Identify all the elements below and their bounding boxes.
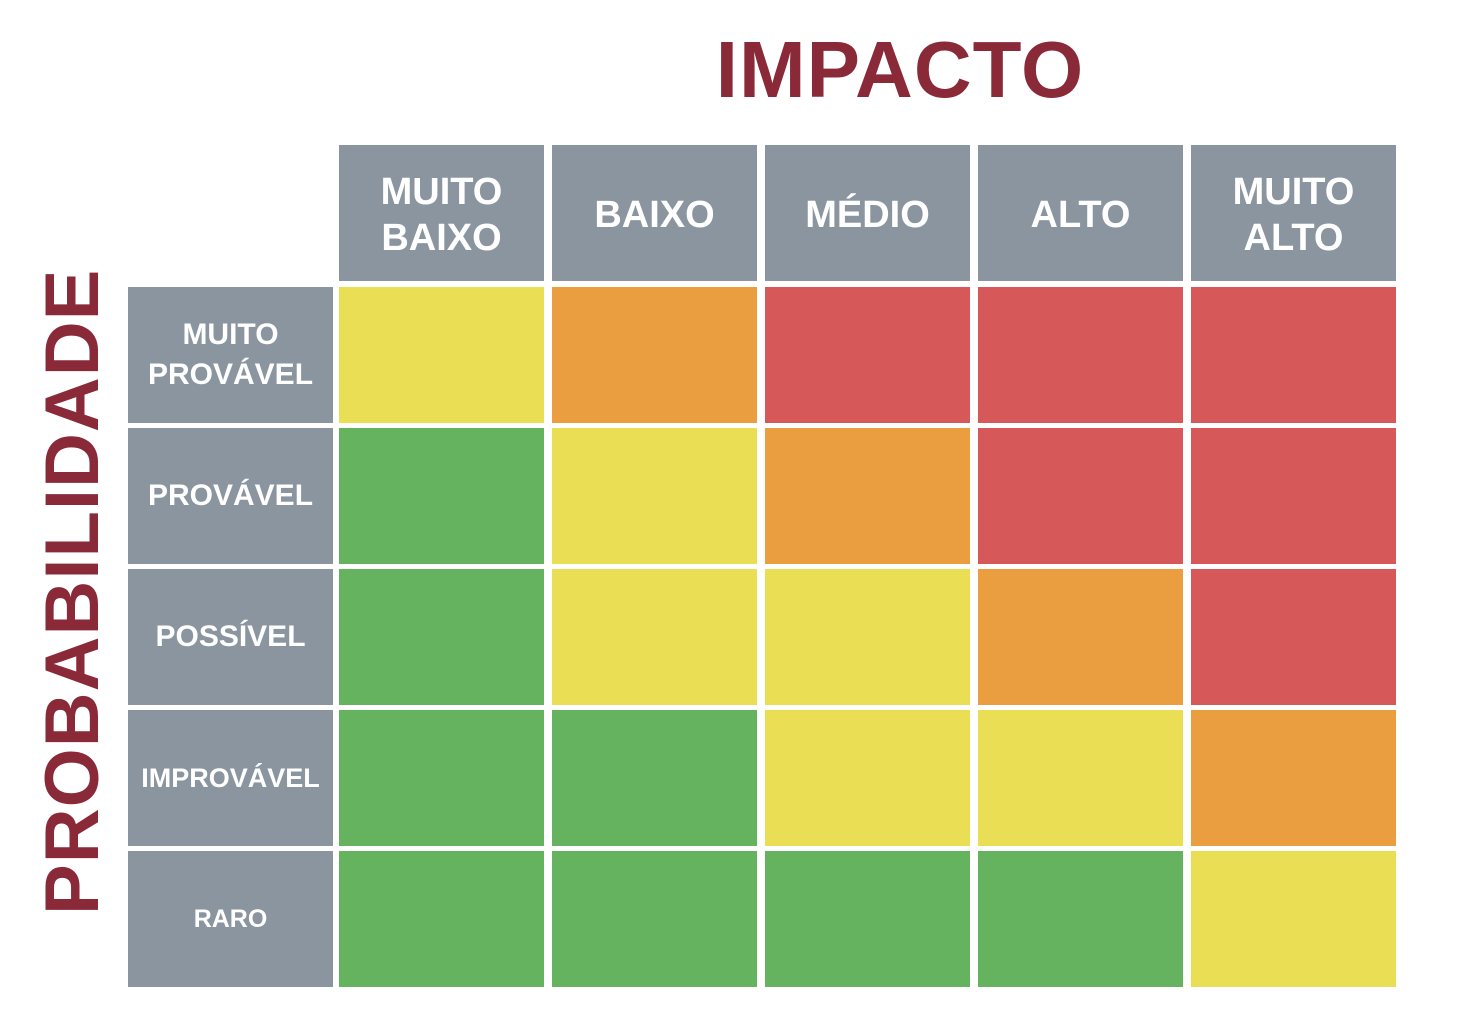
risk-cell — [978, 287, 1183, 423]
impact-header-muito-baixo: MUITO BAIXO — [339, 145, 544, 281]
risk-cell — [339, 569, 544, 705]
risk-cell — [978, 428, 1183, 564]
risk-cell — [1191, 428, 1396, 564]
probability-header-muito-provavel: MUITO PROVÁVEL — [128, 287, 333, 423]
impact-header-muito-alto: MUITO ALTO — [1191, 145, 1396, 281]
probability-header-improvavel: IMPROVÁVEL — [128, 710, 333, 846]
risk-cell — [978, 710, 1183, 846]
risk-cell — [1191, 710, 1396, 846]
risk-cell — [339, 287, 544, 423]
risk-cell — [1191, 287, 1396, 423]
probability-header-possivel: POSSÍVEL — [128, 569, 333, 705]
risk-cell — [552, 428, 757, 564]
risk-cell — [765, 287, 970, 423]
risk-cell — [765, 710, 970, 846]
risk-cell — [1191, 569, 1396, 705]
risk-cell — [978, 569, 1183, 705]
risk-cell — [339, 428, 544, 564]
probability-header-raro: RARO — [128, 851, 333, 987]
risk-cell — [978, 851, 1183, 987]
risk-cell — [552, 287, 757, 423]
impact-header-alto: ALTO — [978, 145, 1183, 281]
impact-header-medio: MÉDIO — [765, 145, 970, 281]
risk-cell — [1191, 851, 1396, 987]
risk-cell — [765, 569, 970, 705]
risk-cell — [765, 851, 970, 987]
probability-title: PROBABILIDADE — [30, 268, 115, 915]
impact-title: IMPACTO — [715, 25, 1085, 114]
risk-cell — [552, 569, 757, 705]
risk-cell — [339, 851, 544, 987]
risk-cell — [552, 851, 757, 987]
risk-cell — [765, 428, 970, 564]
impact-header-baixo: BAIXO — [552, 145, 757, 281]
risk-cell — [339, 710, 544, 846]
probability-header-provavel: PROVÁVEL — [128, 428, 333, 564]
risk-cell — [552, 710, 757, 846]
